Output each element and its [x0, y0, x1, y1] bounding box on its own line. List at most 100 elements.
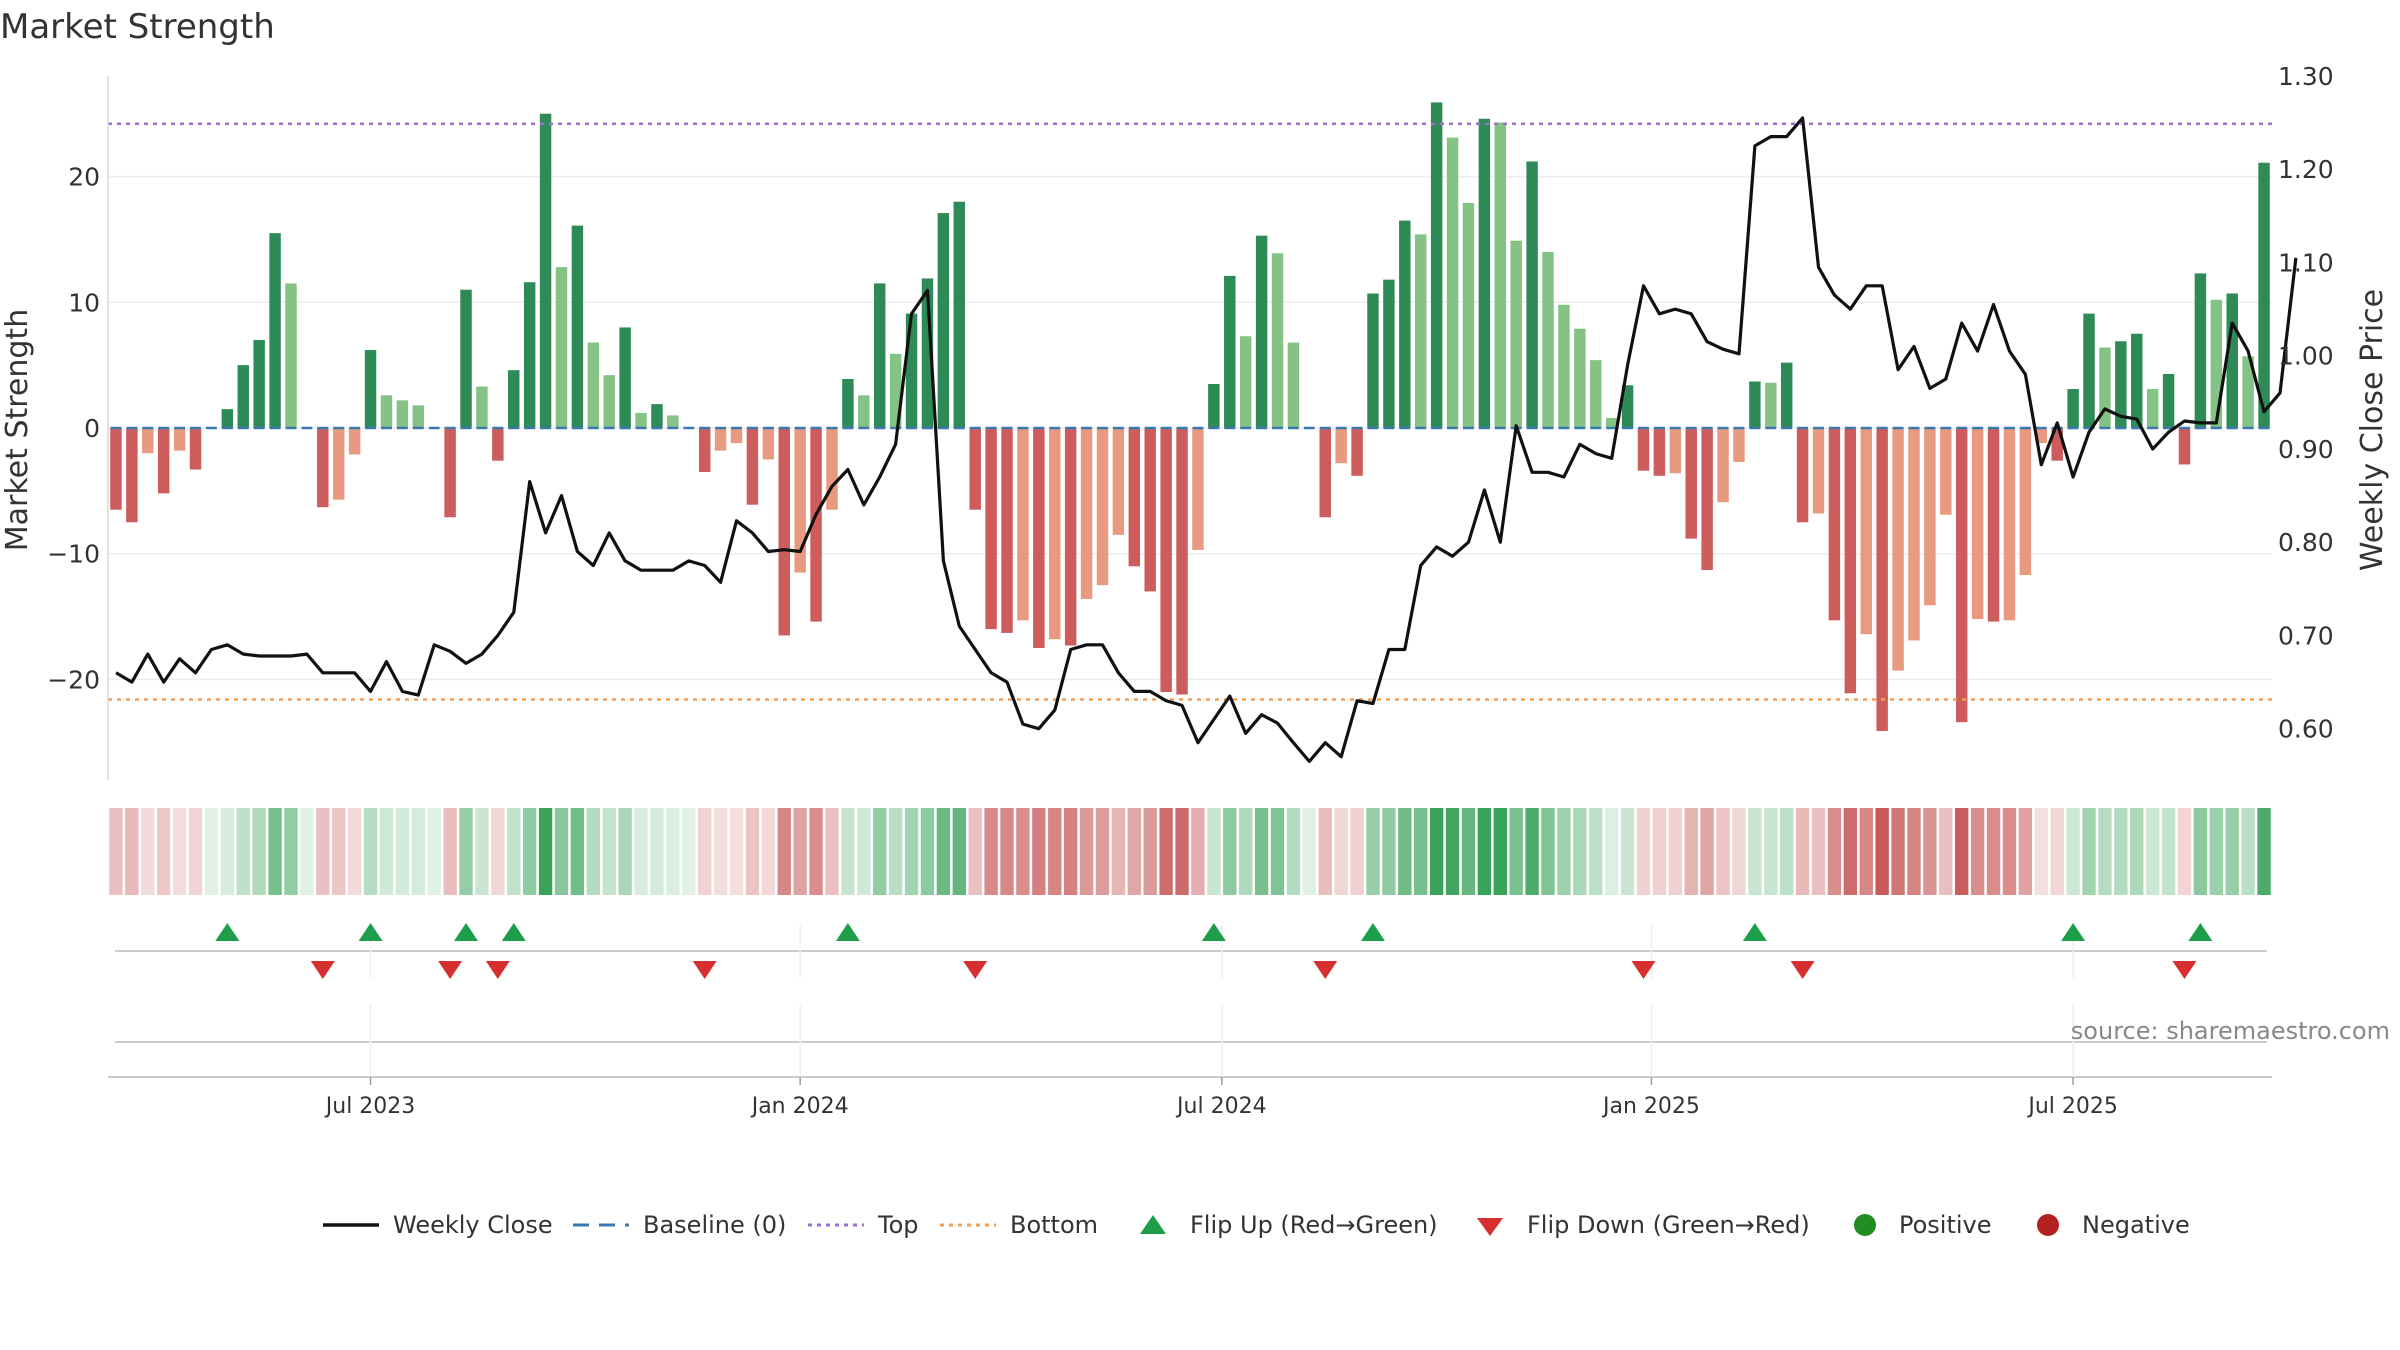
- heat-cell: [1970, 808, 1985, 895]
- strength-bar: [1780, 362, 1793, 428]
- heat-cell: [1939, 808, 1953, 895]
- heat-cell: [1159, 808, 1173, 895]
- heat-cell: [570, 808, 585, 895]
- heat-cell: [713, 808, 728, 895]
- flip-up-marker: [501, 923, 526, 941]
- heat-cell: [2225, 808, 2239, 895]
- strength-bar: [1876, 428, 1888, 731]
- strength-bar: [1510, 240, 1522, 428]
- flip-down-marker: [485, 961, 510, 979]
- flip-up-marker: [2061, 923, 2086, 941]
- strength-bar: [1828, 428, 1841, 621]
- strength-bar: [2131, 333, 2143, 428]
- heat-cell: [1143, 808, 1157, 895]
- y2-tick-label: 0.60: [2278, 715, 2334, 744]
- heat-cell: [1095, 808, 1110, 895]
- strength-bar: [2178, 428, 2191, 465]
- heat-cell: [809, 808, 823, 895]
- reference-lines: [108, 122, 2272, 701]
- strength-bar: [1414, 234, 1427, 428]
- strength-bar: [714, 428, 727, 451]
- y2-axis-label: Weekly Close Price: [2355, 289, 2390, 571]
- y2-tick-label: 0.90: [2278, 435, 2334, 464]
- heat-cell: [459, 808, 473, 895]
- legend-bottom-label: Bottom: [1010, 1211, 1098, 1239]
- strength-bar: [1224, 275, 1236, 428]
- heat-cell: [1732, 808, 1746, 895]
- strength-bar: [1351, 428, 1363, 476]
- strength-bar: [905, 313, 918, 428]
- strength-bar: [285, 283, 297, 428]
- heat-cell: [1302, 808, 1317, 895]
- strength-bar: [2258, 162, 2270, 428]
- legend-top-label: Top: [877, 1211, 919, 1239]
- strength-bar: [1940, 428, 1952, 515]
- y-tick-label: −10: [47, 540, 100, 569]
- strength-bar: [1478, 118, 1491, 428]
- heat-cell: [952, 808, 966, 895]
- strength-bar: [1542, 252, 1554, 428]
- heat-cell: [1525, 808, 1539, 895]
- heat-cell: [1350, 808, 1364, 895]
- heat-cell: [1445, 808, 1460, 895]
- heat-cell: [1334, 808, 1348, 895]
- legend: Weekly Close Baseline (0) Top Bottom Flip Up…: [323, 1211, 2190, 1239]
- strength-bar: [603, 375, 615, 428]
- strength-bar: [587, 342, 600, 428]
- strength-bar: [476, 386, 488, 428]
- heat-cell: [1955, 808, 1969, 895]
- strength-bar: [1446, 137, 1459, 428]
- strength-heat-strip: [109, 808, 2271, 895]
- strength-bar: [237, 365, 249, 428]
- heat-cell: [1843, 808, 1858, 895]
- strength-bar: [1558, 304, 1570, 428]
- heat-cell: [873, 808, 887, 895]
- strength-bar: [2162, 373, 2175, 428]
- heat-cell: [745, 808, 760, 895]
- strength-bar: [2035, 428, 2048, 444]
- strength-bar: [269, 233, 281, 428]
- strength-bar: [142, 428, 154, 454]
- strength-bar: [2083, 313, 2095, 428]
- strength-bar: [1733, 428, 1745, 462]
- x-axis-panel: Jul 2023 Jan 2024 Jul 2024 Jan 2025 Jul 2025: [108, 1005, 2272, 1119]
- heat-cell: [1382, 808, 1396, 895]
- heat-cell: [2114, 808, 2128, 895]
- heat-cell: [1636, 808, 1651, 895]
- strength-bar: [1590, 360, 1602, 428]
- heat-cell: [2034, 808, 2048, 895]
- strength-bar: [746, 428, 759, 505]
- legend-flip-down-label: Flip Down (Green→Red): [1527, 1211, 1810, 1239]
- heat-cell: [1239, 808, 1253, 895]
- strength-bar: [2051, 428, 2063, 461]
- left-axis: −20 −10 0 10 20: [47, 76, 109, 780]
- heat-cell: [1254, 808, 1269, 895]
- strength-bar: [2019, 428, 2032, 576]
- heat-cell: [491, 808, 505, 895]
- strength-bar: [2115, 341, 2127, 428]
- strength-bar: [2099, 347, 2111, 428]
- strength-bar: [1812, 428, 1825, 514]
- strength-bar: [651, 404, 663, 428]
- strength-bar: [1430, 102, 1443, 429]
- legend-flip-up-label: Flip Up (Red→Green): [1190, 1211, 1438, 1239]
- x-tick-label: Jan 2024: [750, 1094, 849, 1119]
- strength-bar: [332, 428, 345, 500]
- strength-bar: [1717, 428, 1729, 503]
- heat-cell: [172, 808, 187, 895]
- heat-cell: [1827, 808, 1842, 895]
- heat-cell: [347, 808, 362, 895]
- strength-bar: [1796, 428, 1809, 523]
- heat-cell: [1620, 808, 1635, 895]
- heat-cell: [777, 808, 791, 895]
- heat-cell: [332, 808, 346, 895]
- flip-down-marker: [2172, 961, 2197, 979]
- y2-tick-label: 0.70: [2278, 621, 2334, 650]
- heat-cell: [252, 808, 266, 895]
- weekly-close-line: [115, 116, 2298, 763]
- strength-bar: [364, 350, 377, 428]
- heat-cell: [1986, 808, 2001, 895]
- heat-cell: [188, 808, 203, 895]
- strength-bar: [1653, 428, 1666, 476]
- legend-positive-label: Positive: [1899, 1211, 1992, 1239]
